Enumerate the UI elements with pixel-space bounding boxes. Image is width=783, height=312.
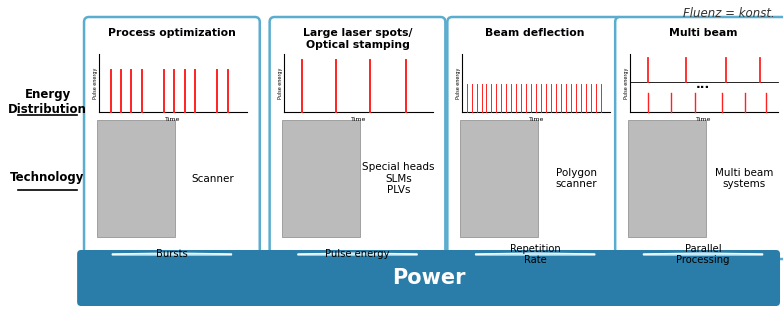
FancyBboxPatch shape — [77, 250, 780, 306]
Text: Special heads
SLMs
PLVs: Special heads SLMs PLVs — [363, 162, 435, 195]
Text: ...: ... — [696, 78, 710, 91]
Text: Multi beam
systems: Multi beam systems — [715, 168, 773, 189]
Text: Fluenz = konst.: Fluenz = konst. — [684, 7, 775, 20]
FancyBboxPatch shape — [628, 120, 706, 237]
FancyBboxPatch shape — [283, 120, 360, 237]
Text: Pulse energy: Pulse energy — [93, 67, 98, 99]
FancyBboxPatch shape — [447, 17, 623, 259]
Text: Parallel
Processing: Parallel Processing — [677, 244, 730, 265]
Text: Multi beam: Multi beam — [669, 28, 738, 38]
Text: Pulse energy: Pulse energy — [279, 67, 283, 99]
Polygon shape — [112, 253, 232, 255]
Text: Time: Time — [696, 117, 712, 122]
FancyBboxPatch shape — [84, 17, 260, 259]
Text: Beam deflection: Beam deflection — [485, 28, 585, 38]
FancyBboxPatch shape — [269, 17, 446, 259]
Text: Bursts: Bursts — [156, 249, 188, 259]
FancyBboxPatch shape — [460, 120, 538, 237]
Text: Repetition
Rate: Repetition Rate — [510, 244, 561, 265]
FancyBboxPatch shape — [615, 17, 783, 259]
Polygon shape — [644, 253, 763, 255]
Polygon shape — [475, 253, 595, 255]
Text: Energy
Distribution: Energy Distribution — [8, 88, 87, 116]
Polygon shape — [298, 253, 417, 255]
Text: Pulse energy: Pulse energy — [624, 67, 629, 99]
Text: Pulse energy: Pulse energy — [456, 67, 461, 99]
Text: Large laser spots/
Optical stamping: Large laser spots/ Optical stamping — [303, 28, 412, 50]
Text: Pulse energy: Pulse energy — [325, 249, 390, 259]
Text: Power: Power — [392, 268, 465, 288]
Text: Scanner: Scanner — [192, 173, 234, 183]
Text: Polygon
scanner: Polygon scanner — [555, 168, 597, 189]
Text: Technology: Technology — [10, 170, 85, 183]
Text: Time: Time — [165, 117, 181, 122]
Text: Process optimization: Process optimization — [108, 28, 236, 38]
Text: Time: Time — [351, 117, 366, 122]
FancyBboxPatch shape — [97, 120, 175, 237]
Text: Time: Time — [529, 117, 544, 122]
